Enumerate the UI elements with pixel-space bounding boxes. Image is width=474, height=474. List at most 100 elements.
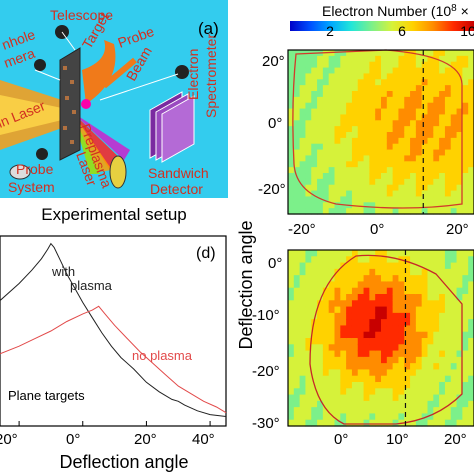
heatmap-cell [299,369,307,377]
heatmap-cell [363,91,370,98]
heatmap-cell [468,126,474,133]
heatmap-cell [456,161,463,168]
heatmap-cell [288,161,295,168]
heatmap-cell [293,344,301,352]
heatmap-cell [328,344,336,352]
heatmap-cell [404,325,411,333]
heatmap-cell [433,126,440,133]
with-plasma-label-2: plasma [70,278,113,293]
heatmap-cell [427,73,434,80]
heatmap-cell [404,55,411,63]
heatmap-cell [288,143,295,151]
heatmap-cell [450,250,458,257]
heatmap-cell [386,196,394,203]
heatmap-bottom-ytick-m10: -10° [252,307,280,324]
heatmap-cell [462,413,469,421]
heatmap-cell [386,73,394,80]
heatmap-cell [357,256,365,264]
heatmap-cell [468,96,474,104]
heatmap-cell [415,202,423,209]
heatmap-cell [462,50,469,57]
heatmap-cell [288,114,295,121]
heatmap-cell [462,143,469,151]
heatmap-cell [450,61,458,69]
heatmap-cell [386,250,394,257]
heatmap-cell [369,268,376,276]
heatmap-cell [415,388,423,396]
heatmap-cell [293,262,301,270]
heatmap-cell [299,388,307,396]
heatmap-cell [410,149,417,157]
heatmap-cell [427,126,434,133]
heatmap-cell [450,262,458,270]
heatmap-cell [427,407,434,415]
heatmap-cell [299,208,307,215]
heatmap-cell [439,120,446,127]
heatmap-cell [421,388,429,396]
heatmap-cell [328,363,336,371]
heatmap-cell [317,407,324,415]
heatmap-cell [299,287,307,295]
heatmap-cell [462,344,469,352]
heatmap-cell [439,79,446,86]
heatmap-cell [381,184,388,192]
heatmap-cell [328,190,336,198]
heatmap-cell [346,91,353,98]
heatmap-cell [346,344,353,352]
heatmap-cell [288,132,295,139]
heatmap-cell [381,338,388,345]
heatmap-cell [433,382,440,389]
heatmap-cell [317,173,324,180]
heatmap-cell [357,325,365,333]
heatmap-cell [433,73,440,80]
colorbar-tick-2: 2 [326,23,334,39]
heatmap-cell [293,67,301,75]
heatmap-cell [444,79,452,86]
heatmap-cell [299,161,307,168]
heatmap-cell [288,306,295,314]
heatmap-cell [456,208,463,215]
heatmap-cell [334,262,341,270]
heatmap-cell [334,256,341,264]
heatmap-cell [334,190,341,198]
heatmap-cell [375,281,382,289]
heatmap-cell [421,250,429,257]
heatmap-cell [398,312,405,320]
heatmap-cell [357,61,365,69]
heatmap-cell [340,55,347,63]
heatmap-cell [398,55,405,63]
heatmap-cell [311,287,318,295]
heatmap-cell [404,312,411,320]
heatmap-cell [334,338,341,345]
heatmap-cell [398,79,405,86]
heatmap-cell [305,137,312,145]
heatmap-cell [386,137,394,145]
heatmap-cell [334,137,341,145]
heatmap-cell [415,250,423,257]
heatmap-cell [392,394,400,402]
heatmap-cell [398,331,405,339]
heatmap-cell [427,61,434,69]
heatmap-cell [421,184,429,192]
heatmap-cell [351,268,359,276]
heatmap-cell [351,363,359,371]
heatmap-cell [328,149,336,157]
heatmap-cell [363,294,370,301]
heatmap-cell [381,126,388,133]
heatmap-cell [288,369,295,377]
heatmap-cell [462,312,469,320]
heatmap-cell [346,250,353,257]
heatmap-cell [288,262,295,270]
heatmap-cell [351,178,359,186]
heatmap-cell [375,400,382,408]
heatmap-cell [381,61,388,69]
heatmap-cell [468,344,474,352]
heatmap-cell [317,312,324,320]
heatmap-cell [415,312,423,320]
heatmap-cell [392,126,400,133]
heatmap-cell [357,375,365,383]
heatmap-cell [439,325,446,333]
heatmap-cell [462,331,469,339]
heatmap-cell [444,190,452,198]
heatmap-cell [311,331,318,339]
